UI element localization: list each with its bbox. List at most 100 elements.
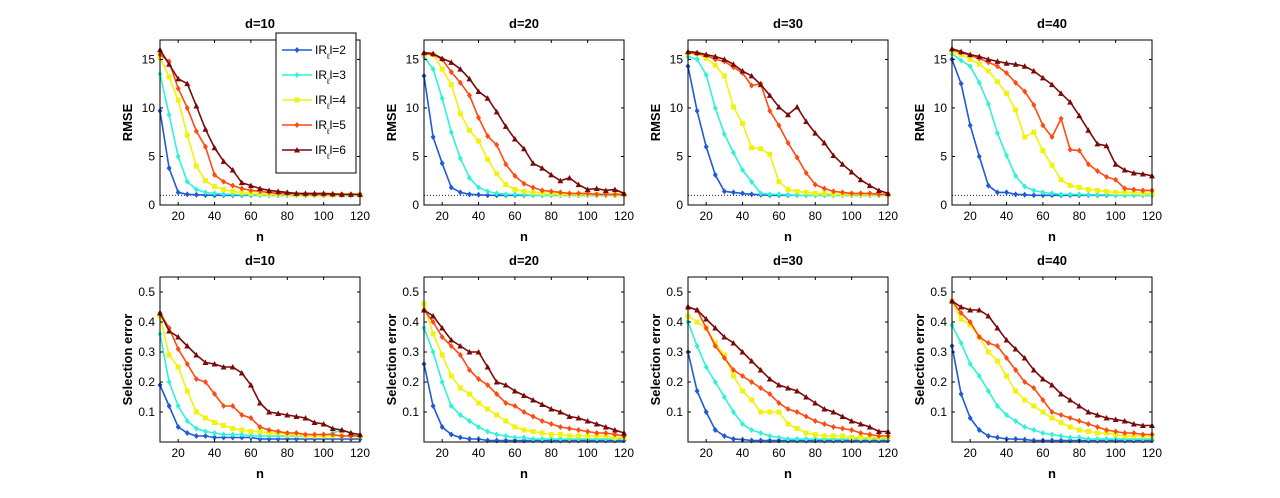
data-point — [1013, 172, 1019, 179]
data-point — [230, 426, 236, 431]
data-point — [457, 434, 463, 441]
data-point — [530, 429, 536, 434]
data-point — [794, 188, 800, 194]
x-tick-label: 20 — [964, 209, 978, 223]
data-point — [430, 50, 437, 57]
data-point — [830, 188, 836, 195]
data-point — [1140, 187, 1146, 194]
data-point — [275, 188, 282, 194]
chart-title: d=10 — [245, 253, 275, 268]
data-point — [575, 415, 582, 421]
data-point — [767, 433, 773, 439]
data-point — [193, 191, 199, 198]
data-point — [1058, 191, 1064, 198]
data-point — [1104, 436, 1110, 442]
x-tick-label: 40 — [1000, 209, 1014, 223]
data-point — [994, 58, 1001, 64]
data-point — [758, 385, 764, 391]
data-point — [1031, 192, 1037, 199]
data-point — [457, 79, 463, 86]
y-tick-label: 0.1 — [666, 405, 683, 419]
data-point — [1122, 189, 1128, 195]
data-point — [1067, 99, 1074, 105]
x-tick-label: 80 — [1073, 446, 1087, 460]
data-point — [448, 184, 454, 191]
data-point — [330, 431, 336, 438]
data-point — [1040, 148, 1046, 154]
data-point — [740, 421, 746, 427]
y-tick-label: 0.4 — [666, 315, 683, 329]
data-point — [721, 355, 727, 361]
data-point — [347, 191, 354, 197]
data-point — [694, 388, 700, 394]
data-point — [339, 433, 345, 439]
data-point — [448, 337, 455, 343]
data-point — [785, 406, 791, 412]
data-point — [1013, 388, 1019, 394]
data-point — [430, 349, 436, 355]
data-point — [294, 47, 300, 53]
data-point — [1067, 397, 1074, 403]
data-point — [512, 186, 518, 192]
subplot: 20 40 60 80 100 120 0.1 0.2 0.3 0.4 0.5 d=20 n Select… — [384, 253, 634, 481]
data-point — [184, 191, 190, 198]
data-point — [557, 177, 564, 184]
data-point — [1013, 418, 1019, 424]
data-point — [530, 160, 537, 166]
data-point — [1058, 433, 1064, 439]
data-point — [776, 409, 782, 415]
data-point — [166, 328, 173, 334]
legend: IRℓl=2 IRℓl=3 IRℓl=4 IRℓl=5 IRℓl=6 — [275, 32, 357, 174]
data-point — [985, 340, 991, 346]
data-point — [1003, 337, 1010, 343]
data-point — [539, 401, 546, 407]
data-point — [840, 433, 846, 439]
data-point — [1076, 427, 1082, 433]
data-point — [739, 68, 746, 74]
x-tick-label: 120 — [878, 209, 898, 223]
data-point — [985, 433, 991, 439]
data-point — [876, 433, 882, 439]
data-point — [712, 171, 718, 178]
data-point — [1004, 189, 1010, 196]
data-point — [220, 364, 227, 370]
data-point — [238, 179, 245, 186]
data-point — [867, 431, 873, 438]
y-axis-label: RMSE — [120, 103, 135, 141]
data-point — [229, 167, 236, 173]
data-point — [967, 307, 974, 313]
data-point — [858, 190, 864, 197]
data-point — [457, 352, 463, 358]
data-point — [184, 80, 191, 87]
axes-box — [951, 39, 1153, 206]
data-point — [830, 409, 837, 415]
data-point — [1113, 428, 1119, 435]
data-point — [721, 433, 727, 439]
data-point — [794, 154, 800, 161]
y-tick-label: 0.4 — [138, 315, 155, 329]
data-point — [766, 92, 773, 98]
data-point — [958, 340, 964, 346]
data-point — [730, 61, 737, 67]
y-tick-label: 10 — [406, 101, 420, 115]
data-point — [1094, 168, 1100, 175]
data-point — [247, 382, 254, 388]
data-point — [557, 432, 563, 437]
data-point — [721, 188, 727, 195]
data-point — [712, 62, 718, 68]
x-tick-label: 120 — [614, 209, 634, 223]
data-point — [302, 190, 309, 196]
data-point — [1031, 403, 1037, 409]
data-point — [721, 131, 727, 138]
data-point — [976, 427, 982, 433]
data-point — [184, 132, 190, 138]
series-l=3 — [949, 50, 1155, 199]
data-point — [275, 410, 282, 416]
data-point — [576, 433, 582, 439]
data-point — [611, 427, 618, 433]
data-point — [539, 187, 545, 194]
x-axis-label: n — [1048, 466, 1056, 481]
data-point — [329, 425, 336, 431]
data-point — [202, 189, 208, 196]
data-point — [530, 189, 536, 195]
